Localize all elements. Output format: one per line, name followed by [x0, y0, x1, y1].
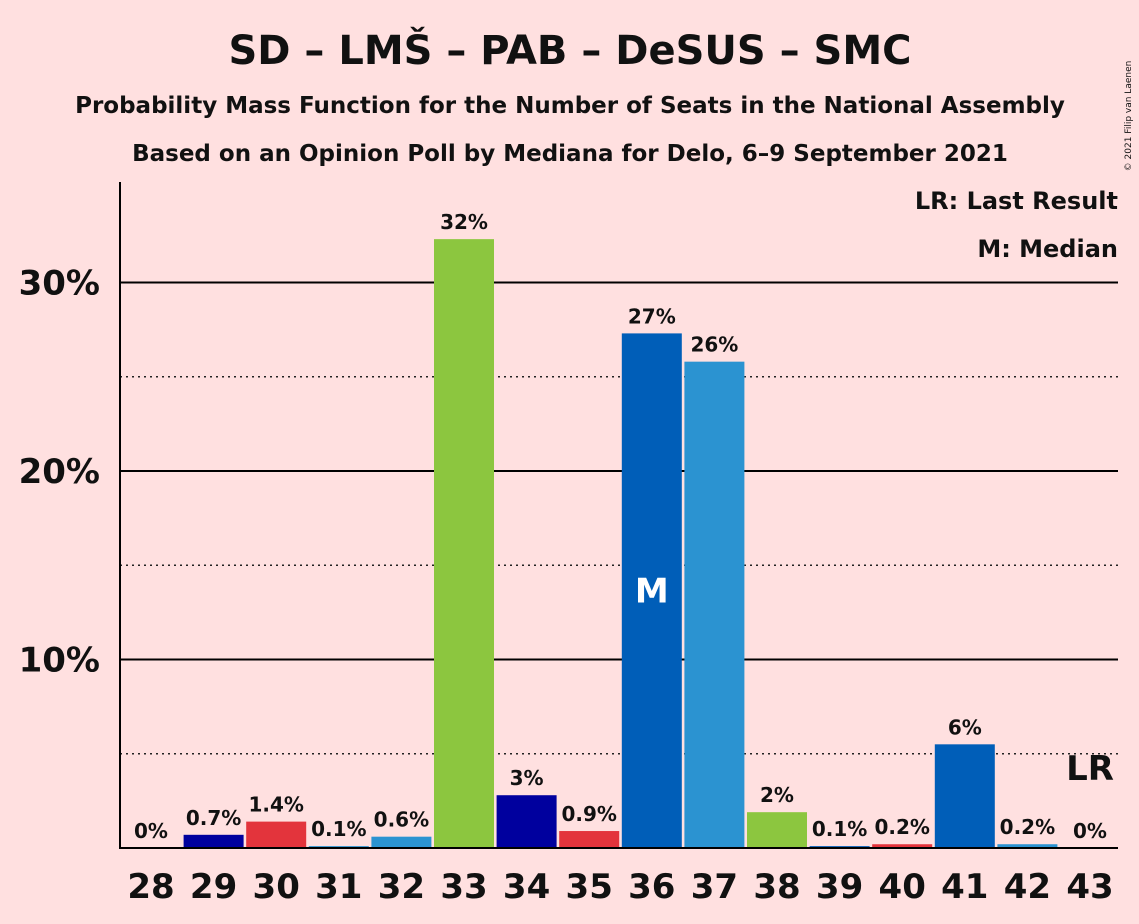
x-tick-label: 30 [253, 867, 300, 907]
bar-seat-42 [997, 844, 1058, 848]
x-tick-label: 34 [503, 867, 550, 907]
x-tick-label: 33 [440, 867, 487, 907]
bar-seat-30 [246, 821, 307, 848]
axes [119, 182, 1118, 849]
value-label: 0.1% [311, 817, 366, 841]
bar-seat-33 [434, 239, 494, 848]
x-tick-label: 43 [1066, 867, 1113, 907]
bar-seat-37 [684, 361, 745, 848]
value-label: 6% [948, 715, 982, 739]
bar-seat-34 [496, 795, 557, 848]
x-tick-label: 38 [753, 867, 800, 907]
value-label: 0.6% [374, 808, 429, 832]
value-label: 26% [690, 333, 738, 357]
x-tick-label: 29 [190, 867, 237, 907]
median-marker: M [635, 572, 669, 612]
x-tick-label: 42 [1004, 867, 1051, 907]
value-label: 0.9% [561, 802, 616, 826]
value-label: 0% [134, 819, 168, 843]
chart-title: SD – LMŠ – PAB – DeSUS – SMC [228, 26, 911, 74]
value-label: 0% [1073, 819, 1107, 843]
copyright-note: © 2021 Filip van Laenen [1124, 61, 1134, 172]
x-tick-label: 32 [378, 867, 425, 907]
bar-seat-41 [934, 744, 995, 848]
value-label: 2% [760, 783, 794, 807]
value-label: 0.2% [1000, 815, 1055, 839]
x-tick-label: 28 [127, 867, 174, 907]
bar-seat-38 [747, 812, 807, 848]
bars: 0% 28 0.7% 29 1.4% 30 0.1% 31 0.6% 32 32% 33 3% 34 0.9… [127, 210, 1114, 907]
bar-seat-36 [621, 333, 682, 848]
value-label: 1.4% [248, 793, 303, 817]
x-tick-label: 39 [816, 867, 863, 907]
value-label: 27% [628, 304, 676, 328]
bar-seat-32 [371, 836, 432, 848]
value-label: 32% [440, 210, 488, 234]
value-label: 0.2% [874, 815, 929, 839]
x-tick-label: 35 [566, 867, 613, 907]
y-tick-label: 20% [19, 452, 100, 492]
legend-last-result: LR: Last Result [915, 187, 1118, 215]
x-tick-label: 40 [879, 867, 926, 907]
x-tick-label: 37 [691, 867, 738, 907]
chart-source: Based on an Opinion Poll by Mediana for … [132, 141, 1008, 167]
bar-seat-35 [559, 831, 620, 848]
value-label: 3% [510, 766, 544, 790]
value-label: 0.7% [186, 806, 241, 830]
bar-seat-29 [183, 834, 244, 848]
legend-median: M: Median [977, 235, 1118, 263]
x-tick-label: 41 [941, 867, 988, 907]
gridlines: 10% 20% 30% [19, 264, 1118, 755]
last-result-marker: LR [1066, 749, 1114, 789]
bar-seat-40 [872, 844, 933, 848]
chart-subtitle: Probability Mass Function for the Number… [75, 93, 1065, 119]
x-tick-label: 36 [628, 867, 675, 907]
y-tick-label: 30% [19, 264, 100, 304]
x-tick-label: 31 [315, 867, 362, 907]
y-tick-label: 10% [19, 641, 100, 681]
value-label: 0.1% [812, 817, 867, 841]
